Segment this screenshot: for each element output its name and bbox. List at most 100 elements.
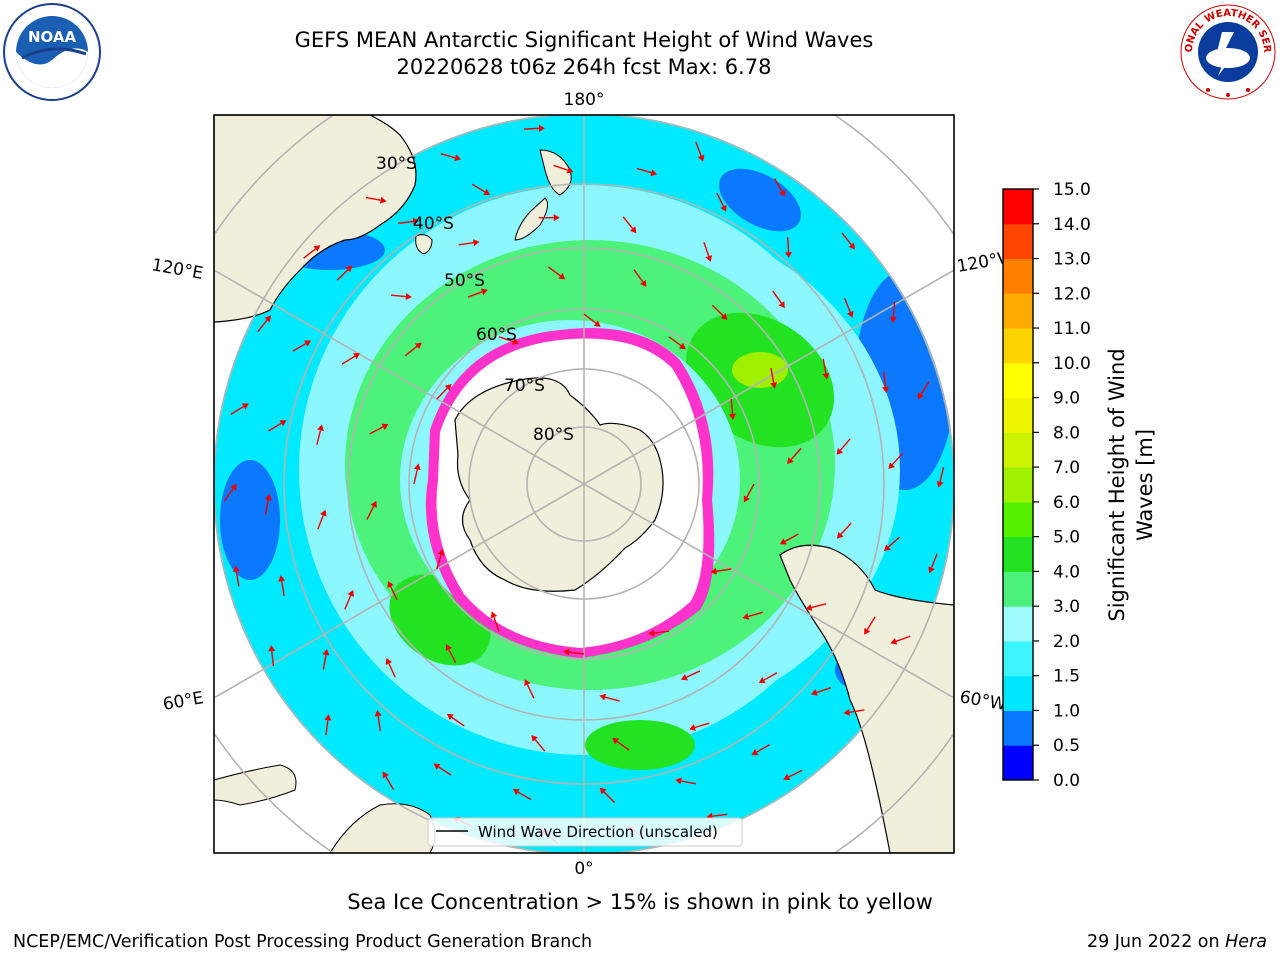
wind-arrow-shaft: [703, 241, 710, 257]
wind-arrow-head: [232, 565, 240, 573]
wind-arrow-shaft: [440, 153, 456, 159]
colorbar-tick-label: 5.0: [1053, 528, 1080, 548]
wind-arrow-head: [413, 463, 421, 471]
lon-label-0: 0°: [574, 859, 593, 879]
wind-arrow-shaft: [895, 635, 911, 642]
wind-arrow-head: [805, 604, 813, 611]
wind-arrow-shaft: [498, 336, 514, 343]
wind-arrow-shaft: [344, 595, 352, 610]
wind-arrow-head: [639, 279, 647, 287]
wind-arrow-shaft: [849, 709, 865, 713]
colorbar-label-line2: Waves [m]: [1133, 429, 1157, 541]
wind-arrow-head: [612, 737, 620, 745]
wind-arrow-shaft: [451, 716, 465, 727]
wind-arrow-shaft: [547, 266, 561, 277]
wind-arrow-shaft: [748, 611, 763, 618]
wind-arrow-head: [743, 495, 750, 503]
wind-arrow-head: [230, 483, 237, 491]
wind-arrow-shaft: [322, 654, 327, 670]
wind-arrow-head: [705, 255, 713, 262]
wind-arrow-head: [531, 734, 538, 742]
wind-arrow-head: [936, 480, 944, 488]
wind-arrow-head: [689, 724, 696, 731]
lat-label-80s: 80°S: [533, 425, 574, 445]
wind-arrow-shaft: [892, 301, 896, 318]
wind-arrow-shaft: [633, 269, 644, 283]
wind-arrow-head: [675, 777, 682, 785]
wind-arrow-shaft: [654, 630, 670, 634]
wind-arrow-shaft: [398, 220, 414, 225]
colorbar-swatch: [1003, 640, 1033, 677]
wind-arrow-shaft: [365, 196, 381, 201]
colorbar-frame: [1002, 188, 1034, 781]
wind-arrow-shaft: [786, 237, 790, 253]
colorbar-tick-label: 2.0: [1053, 632, 1080, 652]
wind-arrow-shaft: [325, 720, 329, 736]
colorbar-swatch: [1003, 362, 1033, 399]
wind-arrow-shaft: [686, 670, 701, 678]
wind-arrow-head: [370, 500, 377, 508]
footer-credit: NCEP/EMC/Verification Post Processing Pr…: [13, 932, 593, 952]
wind-arrow-shaft: [816, 687, 832, 694]
colorbar-tick-label: 8.0: [1053, 423, 1080, 443]
wind-arrow-head: [770, 382, 778, 389]
wind-arrow-shaft: [271, 650, 275, 667]
wind-arrows: [223, 124, 945, 844]
wind-arrow-shaft: [790, 447, 802, 461]
wind-arrow-shaft: [883, 372, 887, 388]
wind-arrow-head: [810, 689, 818, 696]
wind-arrow-shaft: [746, 483, 755, 498]
colorbar-tick-label: 11.0: [1053, 319, 1091, 339]
wind-arrow-shaft: [438, 766, 452, 776]
footer-host: Hera: [1225, 932, 1267, 952]
legend-label: Wind Wave Direction (unscaled): [478, 823, 718, 841]
colorbar-tick-label: 15.0: [1053, 180, 1091, 200]
wind-arrow-head: [742, 613, 750, 620]
wind-arrow-shaft: [891, 453, 904, 466]
wind-arrow-head: [483, 188, 491, 196]
wind-arrow-shaft: [788, 769, 803, 778]
wind-arrow-head: [836, 447, 844, 455]
wind-arrow-head: [888, 462, 895, 470]
colorbar-tick-label: 6.0: [1053, 493, 1080, 513]
new-zealand-north-landmass: [539, 149, 572, 196]
wind-arrow-head: [847, 310, 854, 318]
noaa-logo-text: NOAA: [28, 28, 77, 46]
wind-arrow-shaft: [534, 739, 546, 752]
wind-arrow-shaft: [257, 319, 268, 333]
wind-arrow-head: [599, 693, 607, 701]
wind-arrow-head: [381, 423, 389, 430]
colorbar-swatch: [1003, 606, 1033, 642]
wind-arrow-head: [345, 265, 353, 273]
wind-arrow-head: [728, 413, 736, 420]
wind-arrow-shaft: [622, 216, 634, 229]
colorbar-swatch: [1003, 710, 1033, 746]
colorbar-tick-label: 13.0: [1053, 250, 1091, 270]
colorbar-swatch: [1003, 189, 1033, 225]
colorbar-tick-label: 10.0: [1053, 354, 1091, 374]
wind-arrow-shaft: [763, 672, 778, 681]
wind-arrow-head: [553, 214, 560, 222]
noaa-logo: NOAA: [3, 3, 101, 101]
wind-arrow-head: [278, 575, 286, 582]
colorbar-swatch: [1003, 571, 1033, 607]
wind-arrow-shaft: [843, 298, 851, 313]
wind-arrow-head: [524, 679, 531, 687]
wind-arrow-shaft: [695, 141, 702, 157]
wind-arrow-shaft: [930, 553, 938, 568]
colorbar-swatch: [1003, 328, 1033, 364]
wind-arrow-head: [454, 154, 462, 162]
wind-arrow-shaft: [404, 345, 418, 357]
wind-arrow-shaft: [467, 291, 483, 298]
sea-ice-note: Sea Ice Concentration > 15% is shown in …: [347, 890, 933, 914]
lat-label-40s: 40°S: [413, 214, 454, 234]
wind-arrow-head: [678, 342, 686, 350]
nws-logo: NATIONAL WEATHER SERVICE: [1178, 2, 1276, 100]
wind-arrow-head: [864, 627, 871, 635]
wind-arrow-head: [836, 531, 844, 539]
wind-arrow-shaft: [569, 651, 585, 655]
wind-arrow-head: [822, 372, 830, 380]
lon-label-120e: 120°E: [150, 255, 204, 284]
wind-arrow-head: [751, 749, 759, 756]
